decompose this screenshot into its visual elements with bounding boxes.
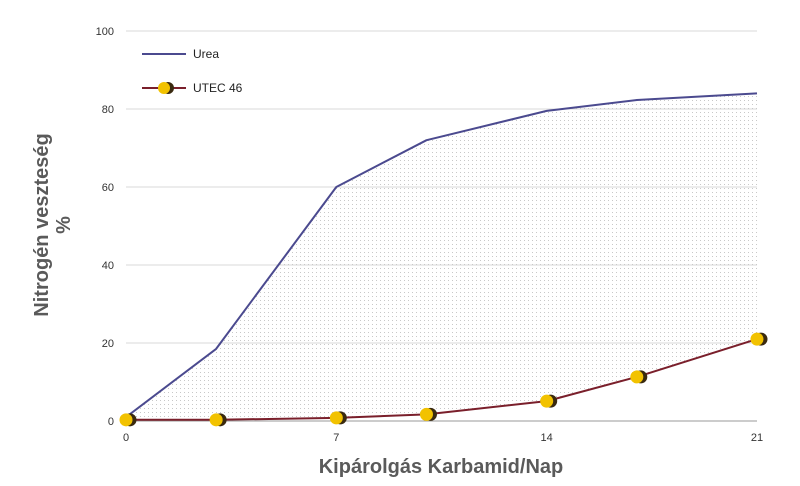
- y-tick-label: 20: [102, 338, 114, 350]
- y-tick-label: 80: [102, 104, 114, 116]
- x-tick-label: 7: [333, 432, 339, 444]
- data-point-utec-46: [119, 413, 133, 427]
- data-point-utec-46: [540, 394, 554, 408]
- y-axis-title-line2: %: [53, 216, 75, 234]
- data-point-utec-46: [209, 413, 223, 427]
- data-point-utec-46: [750, 332, 764, 346]
- x-tick-label: 0: [123, 432, 129, 444]
- y-tick-label: 0: [108, 416, 114, 428]
- y-tick-labels: 0 20 40 60 80 100: [96, 26, 114, 428]
- y-axis-title: Nitrogén veszteség %: [31, 133, 75, 316]
- series-line-urea: [125, 92, 758, 418]
- x-tick-label: 21: [751, 432, 763, 444]
- x-tick-label: 14: [541, 432, 553, 444]
- y-tick-label: 100: [96, 26, 114, 38]
- legend-urea-label: Urea: [193, 47, 219, 61]
- difference-shaded-area: [126, 93, 757, 420]
- y-axis-title-line1: Nitrogén veszteség: [31, 133, 53, 316]
- legend-utec-marker: [158, 82, 170, 94]
- data-point-utec-46: [329, 411, 343, 425]
- legend-utec-label: UTEC 46: [193, 81, 243, 95]
- legend: Urea UTEC 46: [142, 47, 243, 95]
- y-tick-label: 60: [102, 182, 114, 194]
- y-tick-label: 40: [102, 260, 114, 272]
- data-point-utec-46: [419, 407, 433, 421]
- x-tick-labels: 0 7 14 21: [123, 432, 763, 444]
- x-axis-title: Kipárolgás Karbamid/Nap: [319, 456, 564, 478]
- series-markers: [119, 332, 768, 427]
- data-point-utec-46: [630, 370, 644, 384]
